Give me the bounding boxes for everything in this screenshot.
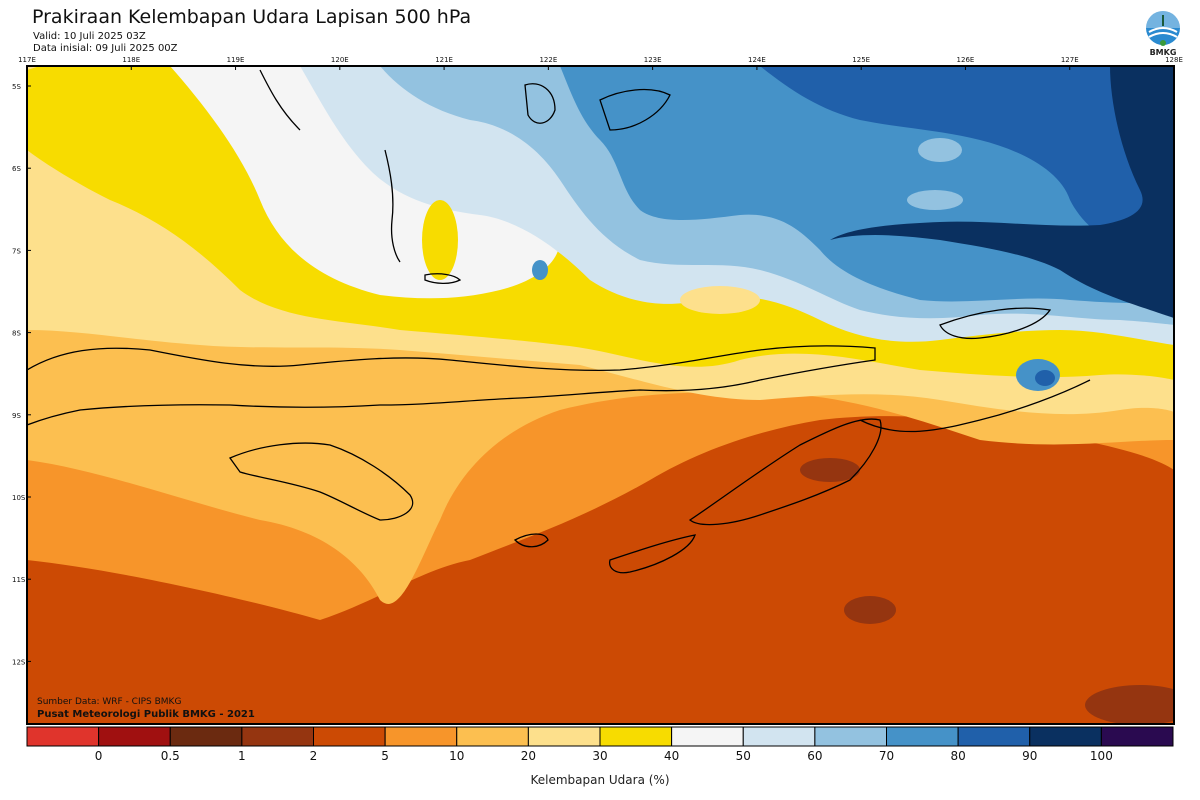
lon-tick-label: 119E <box>227 56 245 64</box>
colorbar-label: 10 <box>449 749 464 763</box>
lat-tick-label: 12S <box>12 658 26 666</box>
lon-tick-label: 126E <box>957 56 975 64</box>
rh-fields <box>27 66 1174 724</box>
lon-tick-label: 127E <box>1061 56 1079 64</box>
lat-tick-label: 9S <box>12 412 21 420</box>
lon-tick-label: 128E <box>1165 56 1183 64</box>
colorbar-label: 40 <box>664 749 679 763</box>
colorbar-title: Kelembapan Udara (%) <box>530 773 670 787</box>
latitude-ticks: 5S 6S 7S 8S 9S 10S 11S 12S <box>12 83 31 666</box>
field-blob <box>800 458 860 482</box>
colorbar-box <box>599 726 673 747</box>
colorbar-label: 60 <box>807 749 822 763</box>
field-rh-100 <box>830 66 1174 318</box>
colorbar-label: 0 <box>95 749 103 763</box>
bmkg-logo: BMKG <box>1141 8 1185 58</box>
lon-tick-label: 123E <box>644 56 662 64</box>
coastlines <box>27 69 1091 574</box>
lat-tick-label: 7S <box>12 247 21 255</box>
field-blob <box>532 260 548 280</box>
colorbar-box <box>1029 726 1102 747</box>
eez-line <box>859 379 1091 433</box>
colorbar-label: 1 <box>238 749 246 763</box>
sawu-coast <box>513 533 549 548</box>
sumba-coast <box>229 442 414 521</box>
valid-time: Valid: 10 Juli 2025 03Z <box>33 31 146 42</box>
data-source: Sumber Data: WRF - CIPS BMKG <box>37 697 182 707</box>
colorbar-label: 70 <box>879 749 894 763</box>
colorbar-box <box>169 726 243 747</box>
colorbar-box <box>456 726 529 747</box>
colorbar-label: 20 <box>521 749 536 763</box>
lat-tick-label: 5S <box>12 83 21 91</box>
lon-tick-label: 117E <box>18 56 36 64</box>
lon-tick-label: 124E <box>748 56 766 64</box>
colorbar-box <box>384 726 458 747</box>
lat-tick-label: 11S <box>12 576 26 584</box>
colorbar-box <box>26 726 100 747</box>
colorbar-label: 30 <box>592 749 607 763</box>
bmkg-logo-text: BMKG <box>1149 48 1177 57</box>
lat-tick-label: 10S <box>12 494 26 502</box>
colorbar-label: 5 <box>381 749 389 763</box>
field-blob <box>844 596 896 624</box>
lat-tick-label: 6S <box>12 165 21 173</box>
map-title: Prakiraan Kelembapan Udara Lapisan 500 h… <box>32 6 472 28</box>
bmkg-logo-icon <box>1146 11 1180 46</box>
colorbar-box <box>527 726 601 747</box>
sulawesi-coast <box>259 69 301 131</box>
colorbar-box <box>671 726 744 747</box>
lon-tick-label: 118E <box>122 56 140 64</box>
colorbar-box <box>241 726 314 747</box>
init-time: Data inisial: 09 Juli 2025 00Z <box>33 43 178 54</box>
colorbar-box <box>886 726 959 747</box>
colorbar-box <box>957 726 1031 747</box>
field-blob <box>1035 370 1055 386</box>
colorbar-labels: 0 0.5 1 2 5 10 20 30 40 50 60 70 80 90 100 <box>95 749 1113 763</box>
buton-coast <box>524 83 556 124</box>
publisher: Pusat Meteorologi Publik BMKG - 2021 <box>37 709 255 720</box>
colorbar-label: 0.5 <box>161 749 180 763</box>
field-blob <box>680 286 760 314</box>
rote-coast <box>609 534 696 574</box>
lesser-sunda-coast <box>27 345 876 426</box>
wetar-coast <box>939 307 1052 340</box>
lon-tick-label: 125E <box>852 56 870 64</box>
colorbar-box <box>1100 726 1174 747</box>
colorbar-box <box>313 726 386 747</box>
field-blob <box>907 190 963 210</box>
wakatobi-coast <box>599 88 671 131</box>
colorbar-label: 90 <box>1022 749 1037 763</box>
colorbar-box <box>98 726 171 747</box>
field-blob <box>918 138 962 162</box>
colorbar-label: 2 <box>310 749 318 763</box>
colorbar-box <box>742 726 816 747</box>
colorbar-box <box>814 726 887 747</box>
colorbar-boxes <box>26 726 1174 747</box>
kalao-coast <box>424 273 462 285</box>
timor-coast <box>688 418 882 526</box>
lat-tick-label: 8S <box>12 330 21 338</box>
lon-tick-label: 121E <box>435 56 453 64</box>
field-rh-50-60 <box>170 66 560 299</box>
colorbar-label: 50 <box>736 749 751 763</box>
colorbar-label: 100 <box>1090 749 1113 763</box>
lon-tick-label: 122E <box>539 56 557 64</box>
selayar-coast <box>384 149 401 263</box>
map-frame <box>26 65 1175 725</box>
field-blob <box>1085 685 1174 724</box>
field-blob <box>422 200 458 280</box>
field-rh-90-100 <box>760 66 1174 260</box>
lon-tick-label: 120E <box>331 56 349 64</box>
colorbar-label: 80 <box>950 749 965 763</box>
longitude-ticks: 117E 118E 119E 120E 121E 122E 123E 124E 125E 126E… <box>18 56 1183 70</box>
